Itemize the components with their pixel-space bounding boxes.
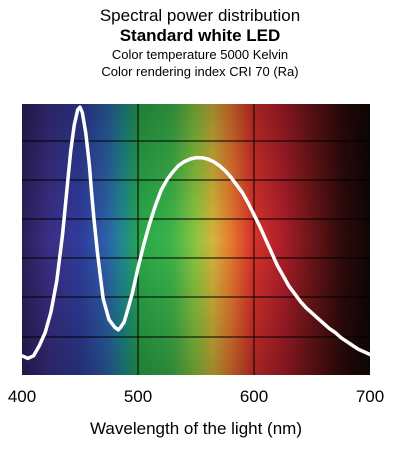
spectral-curve-line	[20, 105, 372, 361]
x-tick-label: 400	[8, 387, 36, 406]
x-axis-label: Wavelength of the light (nm)	[90, 419, 302, 438]
x-tick-label: 600	[240, 387, 268, 406]
x-tick-labels: 400 500 600 700	[8, 387, 384, 406]
gridlines	[22, 104, 370, 375]
spectrum-shading	[22, 104, 370, 375]
annotation-color-rendering-index: Color rendering index CRI 70 (Ra)	[101, 64, 299, 79]
chart-title: Spectral power distribution	[99, 6, 301, 25]
chart-titles: Spectral power distribution Standard whi…	[0, 6, 400, 80]
annotation-color-temperature: Color temperature 5000 Kelvin	[111, 47, 289, 62]
chart-subtitle: Standard white LED	[119, 26, 281, 45]
x-tick-label: 700	[356, 387, 384, 406]
x-tick-label: 500	[124, 387, 152, 406]
